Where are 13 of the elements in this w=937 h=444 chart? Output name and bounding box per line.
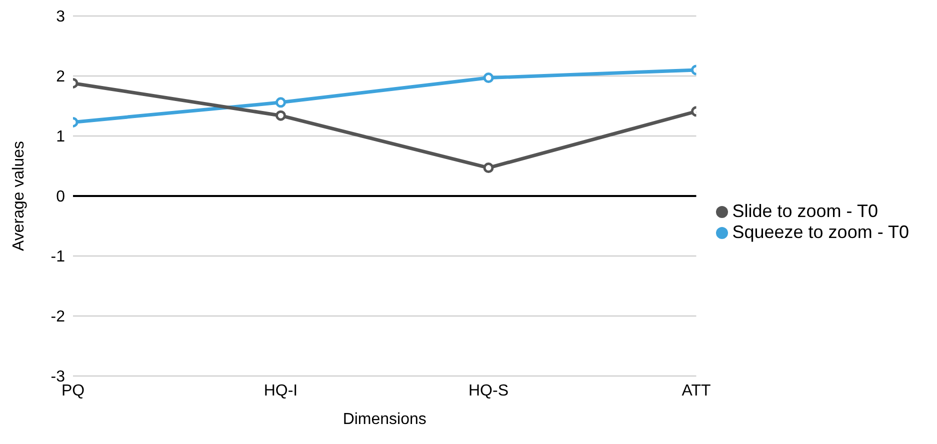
y-tick-label: 0	[56, 188, 66, 206]
y-tick-label: 3	[56, 8, 66, 26]
y-tick-label: 2	[56, 68, 66, 86]
x-axis-title: Dimensions	[342, 411, 426, 428]
y-tick-label: -1	[50, 248, 66, 266]
x-tick-label: ATT	[682, 382, 711, 400]
x-tick-label: HQ-S	[468, 382, 508, 400]
y-axis-title: Average values	[10, 141, 28, 251]
legend-label: Squeeze to zoom - T0	[732, 222, 909, 242]
y-tick-label: -2	[50, 308, 66, 326]
legend-label: Slide to zoom - T0	[732, 201, 878, 221]
x-tick-label: HQ-I	[264, 382, 298, 400]
y-tick-label: 1	[56, 128, 66, 146]
